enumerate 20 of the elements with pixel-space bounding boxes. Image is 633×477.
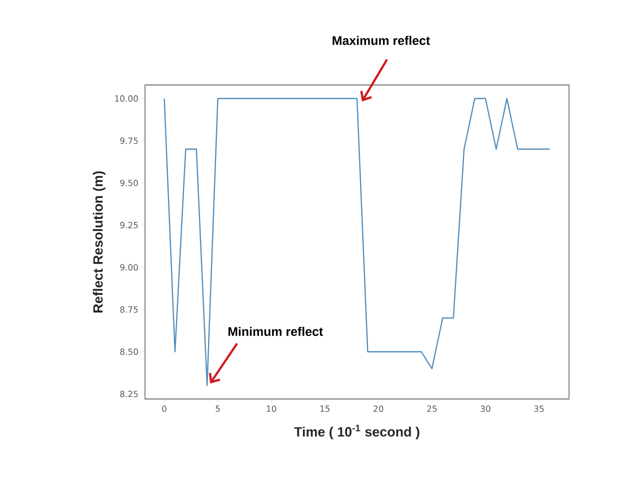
y-tick-label: 8.50 <box>120 348 138 355</box>
x-tick-label: 25 <box>427 406 437 412</box>
x-tick-label: 20 <box>374 406 384 412</box>
x-tick-label: 10 <box>266 406 276 412</box>
x-tick-label: 15 <box>320 406 330 412</box>
y-axis-title: Reflect Resolution (m) <box>92 171 106 312</box>
y-tick-label: 8.25 <box>120 390 138 398</box>
x-axis-title: Time ( 10$^{-1}$ second ) <box>294 424 420 440</box>
y-tick-label: 8.75 <box>120 306 138 313</box>
annotation: Minimum reflect <box>228 326 323 336</box>
y-tick-label: 10.00 <box>115 95 138 102</box>
x-tick-label: 30 <box>480 406 490 412</box>
x-tick-label: 35 <box>534 406 544 412</box>
y-tick-label: 9.00 <box>120 264 138 271</box>
y-tick-label: 9.25 <box>120 222 138 228</box>
y-tick-label: 9.75 <box>120 138 138 144</box>
y-tick-label: 9.50 <box>120 180 138 186</box>
x-tick-label: 0 <box>162 406 166 412</box>
x-tick-label: 5 <box>216 406 220 412</box>
annotation: Maximum reflect <box>332 36 430 45</box>
